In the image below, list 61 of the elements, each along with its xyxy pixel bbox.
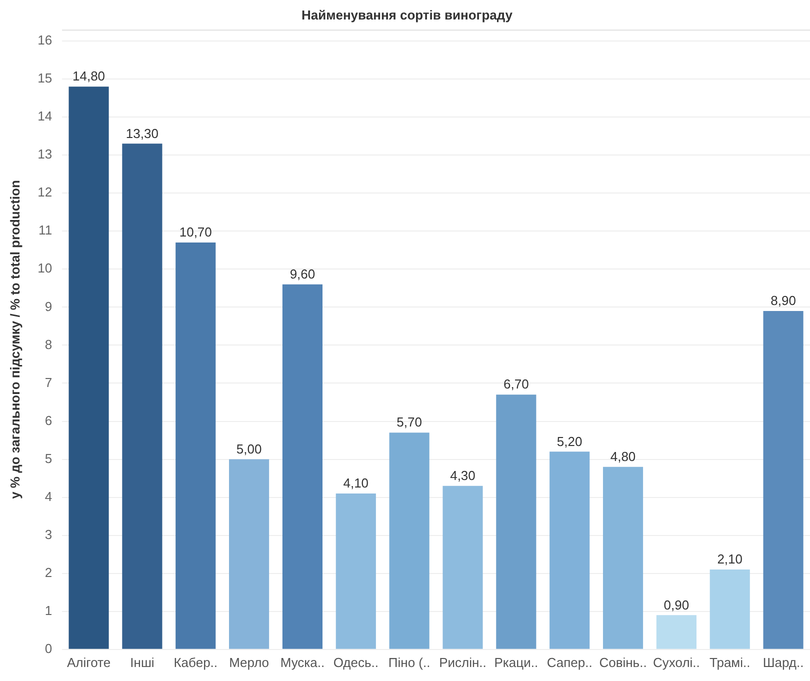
data-label: 6,70 — [504, 376, 529, 392]
y-tick-label: 9 — [44, 298, 52, 314]
x-tick-label: Інші — [130, 654, 154, 670]
x-tick-label: Рислін.. — [439, 654, 486, 670]
data-label: 8,90 — [770, 293, 796, 308]
y-tick-label: 11 — [38, 222, 52, 238]
data-label: 14,80 — [72, 68, 106, 84]
y-tick-label: 7 — [44, 374, 52, 390]
x-tick-label: Трамі.. — [709, 654, 750, 670]
x-tick-label: Піно (.. — [388, 654, 430, 670]
bar — [710, 570, 750, 649]
x-tick-label: Сухолі.. — [652, 654, 700, 670]
x-tick-label: Ркаци.. — [494, 654, 538, 670]
y-tick-label: 6 — [44, 412, 52, 428]
y-tick-label: 0 — [44, 640, 52, 656]
data-label: 5,00 — [236, 441, 262, 456]
y-tick-label: 5 — [44, 450, 52, 466]
y-tick-label: 12 — [38, 184, 52, 200]
x-tick-label: Шард.. — [762, 654, 804, 670]
y-axis-title: у % до загального підсумку / % to total production — [7, 180, 22, 499]
y-tick-label: 2 — [44, 564, 52, 580]
y-tick-label: 10 — [38, 260, 52, 276]
y-tick-label: 13 — [38, 146, 52, 162]
y-tick-label: 8 — [44, 336, 52, 352]
bar — [389, 432, 430, 649]
bar — [602, 466, 644, 649]
y-tick-label: 1 — [44, 602, 52, 618]
bar — [229, 459, 270, 649]
bar — [550, 452, 590, 649]
bar — [336, 494, 376, 649]
data-label: 10,70 — [179, 224, 212, 240]
bar — [442, 486, 483, 649]
x-tick-label: Муска.. — [280, 654, 325, 670]
x-tick-label: Аліготе — [66, 654, 111, 670]
bar — [122, 144, 162, 649]
x-tick-label: Совінь.. — [599, 654, 647, 670]
x-tick-label: Сапер.. — [546, 654, 592, 670]
y-tick-label: 15 — [38, 70, 52, 86]
bar — [656, 615, 696, 649]
data-label: 4,30 — [450, 468, 476, 483]
bar — [496, 394, 536, 649]
data-label: 4,10 — [343, 476, 369, 491]
x-tick-label: Мерло — [229, 654, 270, 670]
bar — [176, 242, 216, 649]
data-label: 9,60 — [290, 266, 316, 282]
data-label: 2,10 — [717, 552, 743, 567]
x-tick-label: Кабер.. — [174, 654, 218, 670]
bar — [763, 310, 804, 649]
data-label: 5,20 — [556, 434, 582, 449]
chart-title: Найменування сортів винограду — [301, 7, 514, 22]
y-tick-label: 14 — [38, 108, 52, 124]
y-tick-label: 3 — [44, 526, 52, 542]
bar — [68, 86, 109, 649]
x-tick-label: Одесь.. — [333, 654, 378, 670]
data-label: 4,80 — [610, 448, 636, 464]
data-label: 5,70 — [396, 414, 422, 430]
bar — [282, 284, 323, 649]
data-label: 13,30 — [126, 126, 158, 141]
y-tick-label: 16 — [38, 32, 52, 48]
y-tick-label: 4 — [44, 488, 52, 504]
data-label: 0,90 — [664, 597, 690, 612]
